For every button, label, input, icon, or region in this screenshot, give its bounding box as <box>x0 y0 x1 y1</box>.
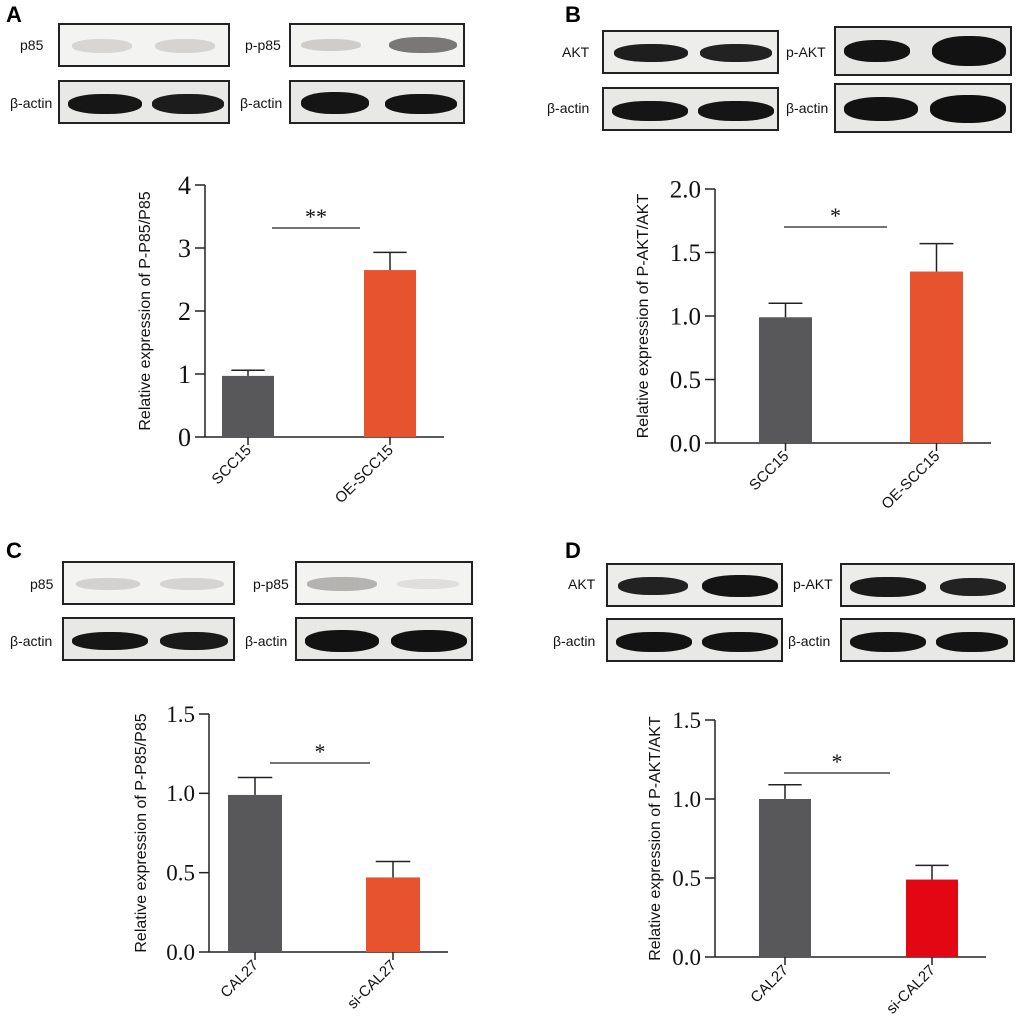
blot-b-protein2-label: p-AKT <box>786 44 826 60</box>
blot-a-loading1-label: β-actin <box>10 95 53 111</box>
chart-c-y-tick-label: 0.0 <box>166 940 195 965</box>
chart-b-y-axis-label: Relative expression of P-AKT/AKT <box>635 194 652 439</box>
blot-c-loading1 <box>62 617 235 661</box>
blot-a-protein1 <box>58 23 230 67</box>
chart-d-bar <box>906 879 958 957</box>
chart-d-y-tick-label: 1.5 <box>672 708 701 733</box>
chart-a-bar <box>364 270 416 437</box>
chart-a-y-axis-label: Relative expression of P-P85/P85 <box>137 191 154 430</box>
chart-d-significance-marker: * <box>832 749 843 774</box>
chart-b-y-tick-label: 0.5 <box>670 367 701 394</box>
blot-d-loading1 <box>606 618 783 662</box>
chart-a-y-tick-label: 2 <box>178 297 191 326</box>
chart-d-y-axis-label: Relative expression of P-AKT/AKT <box>647 716 664 961</box>
blot-b-loading1 <box>602 87 779 131</box>
blot-a-protein1-label: p85 <box>20 37 44 53</box>
chart-d: 0.0 0.5 1.0 1.5 CAL27 si-CAL27 * Relative expre… <box>647 708 986 1018</box>
blot-c-protein2 <box>295 561 473 605</box>
blot-c-loading2-label: β-actin <box>245 633 288 649</box>
chart-c-bar <box>228 794 282 952</box>
chart-c-category-label: si-CAL27 <box>344 957 400 1013</box>
panel-label-c: C <box>6 538 22 563</box>
chart-d-bar <box>759 799 811 957</box>
blot-d-loading2-label: β-actin <box>788 633 831 649</box>
blot-a-loading2 <box>289 80 465 124</box>
blot-d-protein2 <box>840 563 1015 607</box>
chart-b-bar <box>759 317 812 443</box>
chart-c-bar <box>366 877 420 952</box>
chart-d-y-tick-label: 0.0 <box>672 945 701 970</box>
blot-d-loading2 <box>840 618 1015 662</box>
chart-c-y-tick-label: 1.5 <box>166 702 195 727</box>
chart-b-y-tick-label: 0.0 <box>670 431 701 458</box>
panel-label-d: D <box>565 538 581 563</box>
blot-d-protein1 <box>606 563 783 607</box>
chart-b-bar <box>910 271 963 443</box>
chart-b-category-label: SCC15 <box>746 448 792 494</box>
chart-b-significance-marker: * <box>830 203 841 228</box>
chart-c-significance-marker: * <box>315 739 326 764</box>
blot-d-loading1-label: β-actin <box>553 633 596 649</box>
chart-d-y-tick-label: 0.5 <box>672 866 701 891</box>
blot-c-loading2 <box>295 617 473 661</box>
chart-d-category-label: si-CAL27 <box>883 962 939 1018</box>
chart-b-y-tick-label: 1.5 <box>670 240 701 267</box>
chart-a-category-label: SCC15 <box>209 442 255 488</box>
panel-label-a: A <box>6 2 22 27</box>
chart-c-y-tick-label: 1.0 <box>166 781 195 806</box>
chart-a-y-tick-label: 0 <box>178 423 191 452</box>
blot-b-protein2 <box>834 26 1012 76</box>
chart-c-y-axis-label: Relative expression of P-P85/P85 <box>133 713 150 952</box>
chart-b-y-tick-label: 2.0 <box>670 177 701 204</box>
chart-c-y-tick-label: 0.5 <box>166 860 195 885</box>
chart-a-bar <box>222 375 274 437</box>
chart-c-category-label: CAL27 <box>217 957 261 1001</box>
chart-a-y-tick-label: 1 <box>178 360 191 389</box>
chart-b-y-tick-label: 1.0 <box>670 304 701 331</box>
chart-a: 0 1 2 3 4 SCC15 OE-SCC15 ** Relative expression … <box>137 171 444 507</box>
chart-a-category-label: OE-SCC15 <box>332 442 397 507</box>
chart-a-y-tick-label: 3 <box>178 234 191 263</box>
chart-d-y-tick-label: 1.0 <box>672 787 701 812</box>
chart-b-category-label: OE-SCC15 <box>878 448 943 513</box>
blot-c-protein2-label: p-p85 <box>253 576 289 592</box>
blot-b-loading1-label: β-actin <box>547 100 590 116</box>
blot-c-protein1-label: p85 <box>30 576 54 592</box>
blot-b-protein1-label: AKT <box>562 44 590 60</box>
panel-label-b: B <box>565 2 581 27</box>
blot-c-loading1-label: β-actin <box>10 633 53 649</box>
blot-a-protein2-label: p-p85 <box>245 37 281 53</box>
chart-b: 0.0 0.5 1.0 1.5 2.0 SCC15 OE-SCC15 * Relative ex… <box>635 177 991 513</box>
blot-b-loading2-label: β-actin <box>786 100 829 116</box>
blot-b-loading2 <box>834 83 1012 133</box>
blot-c-protein1 <box>62 561 235 605</box>
chart-c: 0.0 0.5 1.0 1.5 CAL27 si-CAL27 * Relative expre… <box>133 702 448 1013</box>
chart-a-significance-marker: ** <box>305 204 327 229</box>
chart-a-y-tick-label: 4 <box>178 171 191 200</box>
blot-b-protein1 <box>602 30 779 74</box>
blot-a-protein2 <box>289 23 465 67</box>
chart-d-category-label: CAL27 <box>747 962 791 1006</box>
blot-d-protein1-label: AKT <box>568 576 596 592</box>
blot-a-loading2-label: β-actin <box>240 95 283 111</box>
blot-a-loading1 <box>58 80 230 124</box>
blot-d-protein2-label: p-AKT <box>793 576 833 592</box>
